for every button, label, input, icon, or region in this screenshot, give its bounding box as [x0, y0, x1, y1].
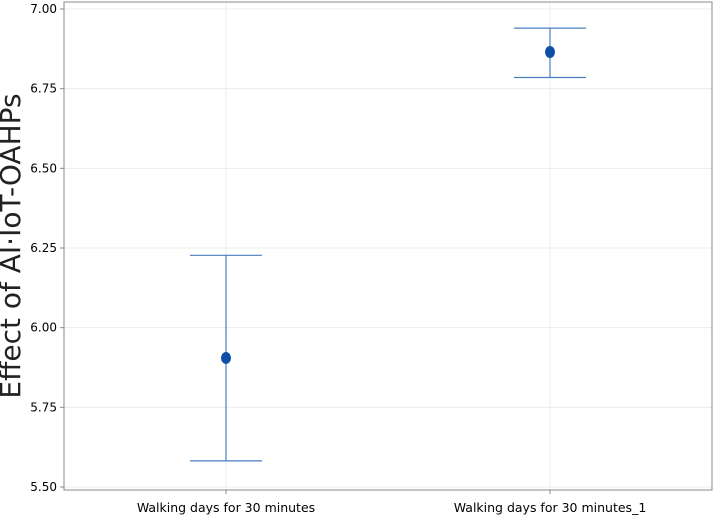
plot-frame [63, 1, 713, 491]
y-tick-label: 7.00 [30, 2, 57, 16]
y-tick-label: 5.50 [30, 480, 57, 494]
mean-point [545, 46, 555, 59]
x-axis-categories: Walking days for 30 minutes Walking days … [137, 490, 646, 515]
x-category-label: Walking days for 30 minutes_1 [454, 500, 647, 515]
mean-point [221, 351, 231, 364]
interval-marks [190, 27, 586, 462]
y-axis-title: Effect of AI·IoT-OAHPs [0, 93, 27, 398]
y-tick-label: 6.25 [30, 241, 57, 255]
y-tick-label: 5.75 [30, 400, 57, 414]
y-axis-ticks: 5.50 5.75 6.00 6.25 6.50 6.75 7.00 [30, 2, 64, 494]
y-tick-label: 6.75 [30, 82, 57, 96]
y-tick-label: 6.00 [30, 321, 57, 335]
y-tick-label: 6.50 [30, 161, 57, 175]
gridlines [64, 2, 712, 490]
x-category-label: Walking days for 30 minutes [137, 500, 315, 515]
